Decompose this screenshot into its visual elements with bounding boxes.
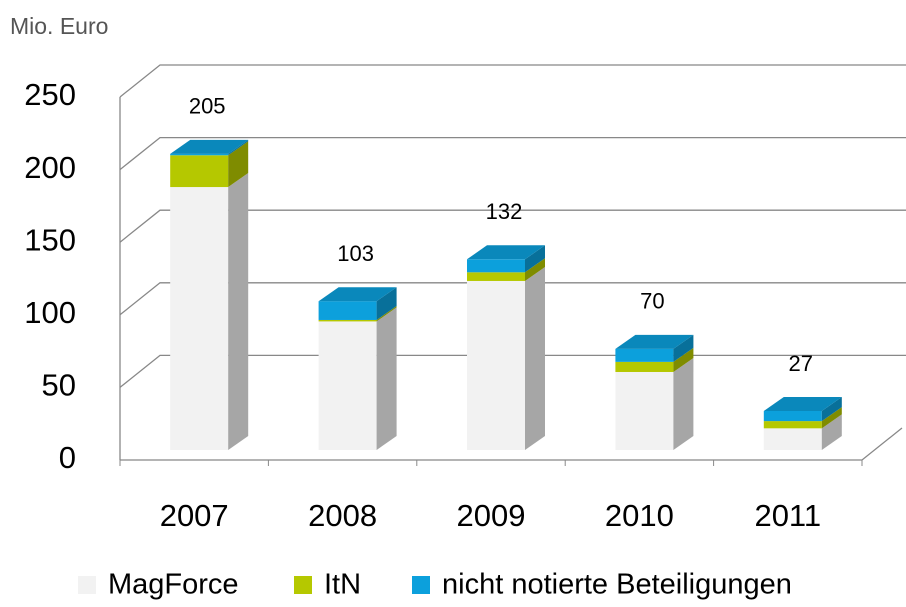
bar-top bbox=[318, 287, 397, 302]
legend-label: ItN bbox=[324, 569, 361, 601]
bar-segment bbox=[467, 272, 525, 281]
bar-top bbox=[170, 139, 249, 154]
bar-side bbox=[525, 266, 545, 450]
legend-swatch bbox=[294, 576, 312, 594]
bar-segment bbox=[170, 155, 229, 188]
value-label: 205 bbox=[189, 94, 226, 119]
value-label: 132 bbox=[486, 199, 523, 224]
bar-side bbox=[525, 258, 545, 281]
x-tick-label: 2011 bbox=[754, 498, 821, 533]
grid-line bbox=[119, 209, 906, 243]
grid-line bbox=[119, 282, 906, 316]
bar-segment bbox=[467, 259, 525, 273]
bar-top bbox=[467, 245, 545, 260]
bar-segment bbox=[615, 348, 674, 362]
bar-segment bbox=[615, 361, 674, 372]
bar-segment bbox=[318, 319, 377, 322]
value-label: 103 bbox=[337, 241, 374, 266]
bar-side bbox=[673, 334, 694, 362]
y-tick-label: 50 bbox=[42, 368, 76, 403]
bar-side bbox=[228, 173, 249, 451]
axis-title: Mio. Euro bbox=[10, 13, 108, 39]
grid-line bbox=[119, 136, 906, 171]
legend-label: nicht notierte Beteiligungen bbox=[442, 569, 792, 601]
bar-side bbox=[376, 307, 397, 450]
bar-side bbox=[673, 347, 694, 372]
bar-side bbox=[525, 245, 545, 273]
bar-segment bbox=[763, 421, 822, 429]
bar-side bbox=[376, 287, 397, 320]
x-tick-label: 2007 bbox=[160, 498, 229, 533]
bar-segment bbox=[318, 301, 377, 320]
value-label: 70 bbox=[640, 289, 664, 314]
bar-top bbox=[615, 334, 694, 349]
grid-line bbox=[119, 64, 906, 98]
bar-side bbox=[376, 305, 397, 322]
bar-side bbox=[821, 414, 842, 450]
value-label: 27 bbox=[789, 351, 813, 376]
bar-segment bbox=[615, 371, 674, 450]
y-tick-label: 200 bbox=[24, 150, 76, 185]
bar-segment bbox=[170, 153, 229, 156]
bar-segment bbox=[763, 428, 822, 450]
bar-segment bbox=[318, 321, 377, 450]
y-tick-label: 250 bbox=[24, 77, 76, 112]
legend-label: MagForce bbox=[108, 569, 239, 601]
x-tick-label: 2010 bbox=[605, 498, 674, 533]
bar-segment bbox=[763, 410, 822, 422]
y-tick-label: 0 bbox=[59, 440, 76, 475]
bar-side bbox=[228, 139, 249, 156]
y-tick-label: 150 bbox=[24, 222, 76, 257]
x-tick-label: 2008 bbox=[308, 498, 377, 533]
legend-swatch bbox=[412, 576, 430, 594]
x-tick-label: 2009 bbox=[457, 498, 526, 533]
legend-swatch bbox=[78, 576, 96, 594]
y-tick-label: 100 bbox=[24, 295, 76, 330]
bar-side bbox=[821, 407, 842, 429]
bar-side bbox=[821, 396, 842, 422]
bar-segment bbox=[467, 280, 525, 450]
bar-side bbox=[228, 141, 249, 188]
bar-top bbox=[763, 396, 842, 411]
bar-side bbox=[673, 357, 694, 450]
bar-segment bbox=[170, 187, 229, 451]
